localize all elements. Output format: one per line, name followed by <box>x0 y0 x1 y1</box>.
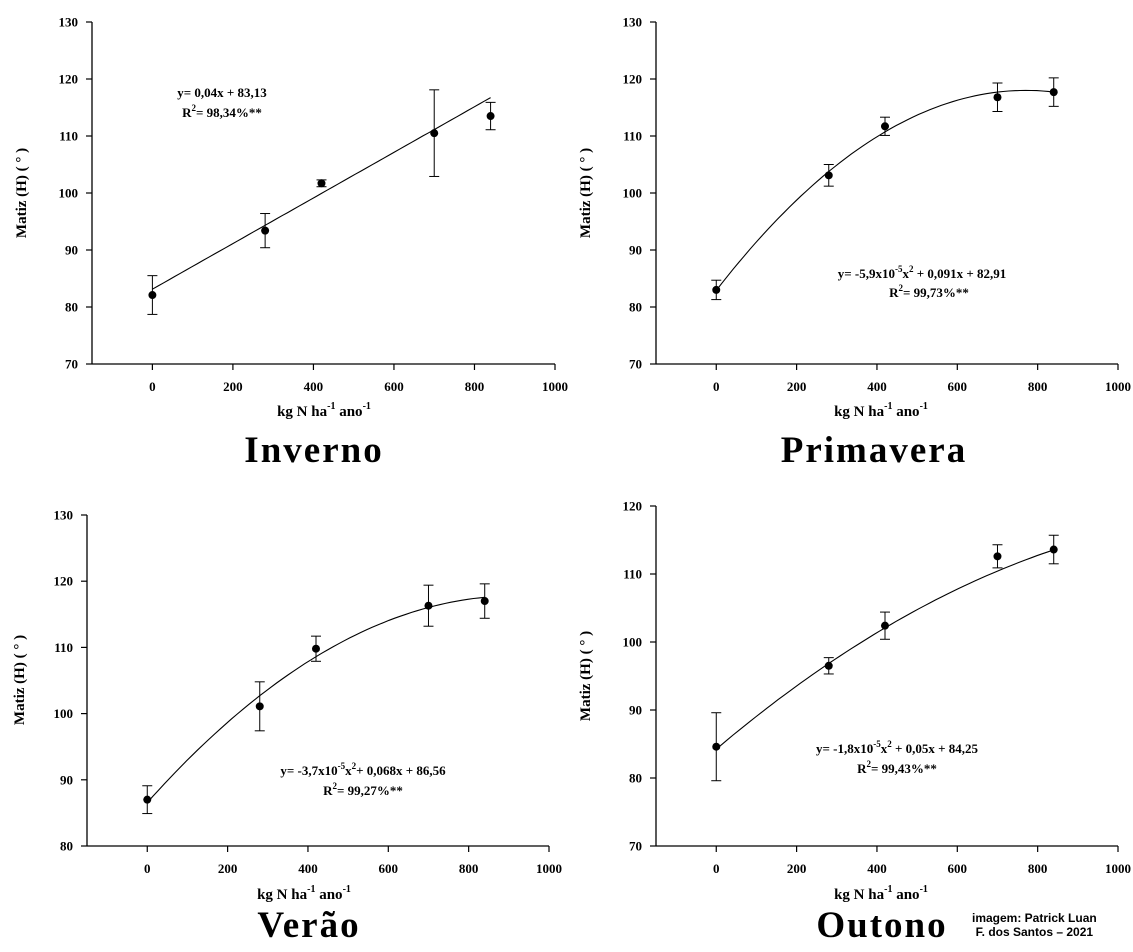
x-tick-label: 800 <box>1028 379 1048 394</box>
r-squared-label: R2= 98,34%** <box>182 103 262 120</box>
data-point <box>148 291 157 300</box>
y-tick-label: 130 <box>54 508 74 523</box>
x-tick-label: 400 <box>298 861 318 876</box>
data-point <box>143 795 152 804</box>
data-point <box>255 702 264 711</box>
data-point <box>261 226 270 235</box>
y-tick-label: 70 <box>65 357 78 372</box>
panel-title: Outono <box>816 905 947 946</box>
x-tick-label: 800 <box>1028 861 1048 876</box>
panel-title: Inverno <box>244 430 383 471</box>
data-point <box>712 285 721 294</box>
fit-curve <box>715 549 1054 750</box>
x-tick-label: 1000 <box>1105 379 1131 394</box>
data-point <box>311 644 320 653</box>
data-point <box>880 122 889 131</box>
x-tick-label: 200 <box>218 861 238 876</box>
chart-panel-3: 80 90 100 110 120 130 0 200 400 600 800 1000 y= -3,7… <box>12 508 562 947</box>
x-axis-label: kg N ha-1 ano-1 <box>277 401 371 420</box>
y-tick-label: 80 <box>629 771 642 786</box>
data-point <box>880 621 889 630</box>
image-credit: imagem: Patrick Luan F. dos Santos – 202… <box>972 911 1097 939</box>
y-axis-label: Matiz (H) ( ° ) <box>578 148 594 238</box>
x-tick-label: 0 <box>144 861 151 876</box>
x-tick-label: 400 <box>304 379 324 394</box>
data-point <box>824 661 833 670</box>
x-axis-label: kg N ha-1 ano-1 <box>834 884 928 903</box>
panel-title: Verão <box>257 905 360 946</box>
x-tick-label: 600 <box>384 379 404 394</box>
y-tick-label: 110 <box>623 129 642 144</box>
x-tick-label: 1000 <box>542 379 568 394</box>
regression-equation: y= -1,8x10-5x2 + 0,05x + 84,25 <box>816 739 979 756</box>
data-point <box>1049 545 1058 554</box>
data-point <box>317 179 326 188</box>
y-tick-label: 120 <box>623 499 643 514</box>
regression-equation: y= -3,7x10-5x2+ 0,068x + 86,56 <box>280 761 446 778</box>
y-axis-label: Matiz (H) ( ° ) <box>14 148 30 238</box>
x-tick-label: 600 <box>948 861 968 876</box>
chart-panel-1: 70 80 90 100 110 120 130 0 200 400 600 800 1000 y= 0,… <box>14 15 568 472</box>
r-squared-label: R2= 99,27%** <box>323 781 403 798</box>
x-tick-label: 600 <box>379 861 399 876</box>
y-tick-label: 70 <box>629 357 642 372</box>
data-point <box>486 112 495 121</box>
regression-equation: y= 0,04x + 83,13 <box>177 85 267 100</box>
y-tick-label: 90 <box>629 703 642 718</box>
y-tick-label: 100 <box>623 635 643 650</box>
y-axis-label: Matiz (H) ( ° ) <box>12 635 28 725</box>
y-tick-label: 110 <box>59 129 78 144</box>
x-tick-label: 0 <box>149 379 156 394</box>
y-tick-label: 120 <box>59 72 79 87</box>
y-tick-label: 110 <box>54 640 73 655</box>
y-axis-label: Matiz (H) ( ° ) <box>578 631 594 721</box>
data-point <box>824 171 833 180</box>
x-tick-label: 200 <box>787 861 807 876</box>
y-tick-label: 100 <box>54 706 74 721</box>
x-tick-label: 1000 <box>1105 861 1131 876</box>
x-tick-label: 0 <box>713 861 720 876</box>
x-axis-label: kg N ha-1 ano-1 <box>834 401 928 420</box>
y-tick-label: 110 <box>623 567 642 582</box>
fit-curve <box>152 97 491 290</box>
x-tick-label: 0 <box>713 379 720 394</box>
regression-equation: y= -5,9x10-5x2 + 0,091x + 82,91 <box>838 264 1007 281</box>
y-tick-label: 100 <box>623 186 643 201</box>
y-tick-label: 80 <box>629 300 642 315</box>
y-tick-label: 80 <box>60 839 73 854</box>
chart-panel-2: 70 80 90 100 110 120 130 0 200 400 600 800 1000 y= -5… <box>578 15 1131 472</box>
data-point <box>993 552 1002 561</box>
x-tick-label: 1000 <box>536 861 562 876</box>
y-tick-label: 120 <box>623 72 643 87</box>
y-tick-label: 90 <box>629 243 642 258</box>
data-point <box>424 601 433 610</box>
y-tick-label: 130 <box>623 15 643 30</box>
x-tick-label: 200 <box>787 379 807 394</box>
data-point <box>1049 88 1058 97</box>
y-tick-label: 70 <box>629 839 642 854</box>
r-squared-label: R2= 99,73%** <box>889 283 969 300</box>
y-tick-label: 80 <box>65 300 78 315</box>
x-tick-label: 400 <box>867 379 887 394</box>
r-squared-label: R2= 99,43%** <box>857 759 937 776</box>
panel-title: Primavera <box>781 430 967 471</box>
x-tick-label: 800 <box>459 861 479 876</box>
x-tick-label: 600 <box>948 379 968 394</box>
x-tick-label: 200 <box>223 379 243 394</box>
x-tick-label: 400 <box>867 861 887 876</box>
data-point <box>430 129 439 138</box>
chart-panel-4: 70 80 90 100 110 120 0 200 400 600 800 1000 y= -1,8x… <box>578 499 1131 947</box>
y-tick-label: 90 <box>60 772 73 787</box>
y-tick-label: 100 <box>59 186 79 201</box>
data-point <box>712 742 721 751</box>
x-axis-label: kg N ha-1 ano-1 <box>257 884 351 903</box>
x-tick-label: 800 <box>465 379 485 394</box>
data-point <box>480 597 489 606</box>
y-tick-label: 120 <box>54 574 74 589</box>
y-tick-label: 130 <box>59 15 79 30</box>
y-tick-label: 90 <box>65 243 78 258</box>
data-point <box>993 93 1002 102</box>
